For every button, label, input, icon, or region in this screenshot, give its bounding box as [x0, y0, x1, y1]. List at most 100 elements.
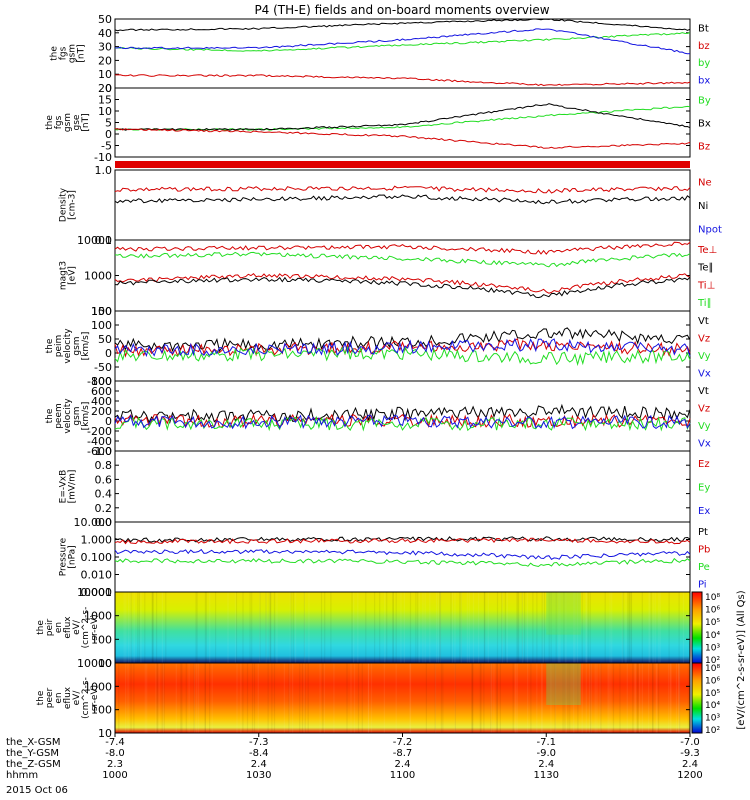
ytick-label: 600: [91, 385, 112, 398]
spectrogram-streak: [271, 663, 273, 733]
spectrogram-streak: [417, 592, 419, 663]
ytick-label: 0: [105, 415, 112, 428]
panel-frame: [114, 380, 691, 452]
quality-flag-bar: [115, 161, 690, 168]
spectrogram-streak: [130, 592, 132, 663]
spectrogram-streak: [242, 592, 244, 663]
ytick-label: -50: [94, 361, 112, 374]
series-pressure-Pt: [114, 536, 691, 543]
axis-row-value: -8.0: [105, 748, 125, 759]
ylabel-line: (cm^2-s-: [81, 607, 91, 649]
spectrogram-streak: [569, 663, 571, 733]
spectrogram-streak: [383, 663, 385, 733]
spectrogram-streak: [152, 592, 154, 663]
series-density-Ne: [114, 185, 691, 194]
spectrogram-streak: [628, 592, 630, 663]
spectrogram-streak: [541, 592, 543, 663]
spectrogram-streak: [540, 663, 543, 733]
panel-temperature: 10000 1000 100 magt3[eV] Te⊥ Te∥ Ti⊥ Ti∥: [59, 234, 718, 318]
spectrogram-streak: [543, 592, 545, 663]
axis-row-value: 1030: [246, 770, 271, 781]
ytick-label: 50: [98, 333, 112, 346]
axis-row-value: -8.4: [249, 748, 269, 759]
ytick-label: 20: [98, 82, 112, 95]
spectrogram-feature: [546, 663, 581, 705]
spectrogram-streak: [586, 592, 588, 663]
panel-peir-eflux: 10000 1000 100 10 thepeirenefluxeV/(cm^2-s-s…: [36, 586, 691, 670]
ylabel-line: eflux: [63, 686, 73, 709]
axis-row-value: 2.4: [395, 759, 411, 770]
panel-peer-eflux: 10000 1000 100 10 thepeerenefluxeV/(cm^2-s-s…: [36, 657, 691, 740]
ylabel-line: [nT]: [81, 113, 91, 131]
colorbar-label: [eV/(cm^2-s-sr-eV)] (All Qs): [736, 590, 747, 729]
legend-peim-velocity-3: Vx: [698, 368, 711, 379]
panel-pressure: 10.0001.0000.1000.0100.001Pressure[nPa]P…: [59, 516, 711, 599]
ytick-label: 0.8: [95, 459, 113, 472]
spectrogram-streak: [434, 663, 437, 733]
spectrogram-streak: [634, 663, 636, 733]
spectrogram-streak: [188, 663, 190, 733]
axis-row-label: the_X-GSM: [6, 737, 60, 748]
spectrogram-streak: [479, 663, 481, 733]
legend-peem-velocity-2: Vy: [698, 421, 711, 432]
ytick-label: 1.0: [95, 164, 113, 177]
spectrogram-streak: [205, 592, 207, 663]
axis-row-label: the_Y-GSM: [6, 748, 59, 759]
ytick-label: 100: [91, 319, 112, 332]
spectrogram-streak: [652, 592, 654, 663]
spectrogram-streak: [130, 663, 132, 733]
spectrogram-streak: [319, 663, 321, 733]
spectrogram-streak: [526, 592, 529, 663]
spectrogram-streak: [627, 592, 629, 663]
spectrogram-streak: [648, 663, 650, 733]
ytick-label: 0.0: [95, 516, 113, 529]
spectrogram-streak: [491, 663, 493, 733]
spectrogram-streak: [361, 663, 363, 733]
spectrogram-streak: [639, 663, 641, 733]
ytick-label: 0.2: [95, 502, 113, 515]
ylabel-line: peir: [45, 618, 55, 636]
ylabel-line: Pressure: [59, 537, 69, 576]
spectrogram-streak: [567, 663, 569, 733]
x-axis-rows: the_X-GSM -7.4 -7.3 -7.2 -7.1 -7.0 the_Y-GSM -8…: [6, 733, 703, 781]
ylabel-line: velocity: [63, 398, 73, 434]
series-fgs-gse-Bx: [114, 103, 691, 131]
spectrogram-streak: [459, 592, 461, 663]
legend-peim-velocity-2: Vy: [698, 351, 711, 362]
ytick-label: 400: [91, 395, 112, 408]
series-fgs-mag-Bt: [114, 18, 691, 32]
ylabel-line: eV/: [72, 619, 82, 635]
spectrogram-streak: [289, 592, 291, 663]
spectrogram-streak: [468, 592, 470, 663]
spectrogram-streak: [185, 663, 187, 733]
spectrogram-streak: [424, 592, 426, 663]
date-label: 2015 Oct 06: [6, 785, 68, 796]
spectrogram-streak: [125, 663, 127, 733]
spectrogram-streak: [496, 663, 498, 733]
series-temperature-Te⊥: [114, 273, 691, 294]
spectrogram-streak: [562, 663, 564, 733]
spectrogram-streak: [558, 592, 560, 663]
colorbars: 10⁸10⁶10⁵10⁴10³10²10⁸10⁶10⁵10⁴10³10²[eV/…: [691, 590, 747, 736]
ytick-label: -100: [87, 375, 112, 388]
colorbar-tick: 10⁵: [705, 689, 720, 699]
spectrogram-streak: [322, 663, 324, 733]
legend-efield-2: Ex: [698, 506, 710, 517]
ytick-label: 10000: [77, 586, 112, 599]
spectrogram-streak: [565, 592, 567, 663]
ytick-label: 0: [105, 128, 112, 141]
ylabel: thepeirenefluxeV/(cm^2-s-sr-eV): [36, 607, 100, 649]
spectrogram-streak: [607, 663, 609, 733]
ylabel: Density[cm-3]: [59, 187, 78, 222]
spectrogram-streak: [357, 663, 360, 733]
ylabel: thepeerenefluxeV/(cm^2-s-sr-eV): [36, 677, 100, 719]
spectrogram-streak: [196, 592, 198, 663]
spectrogram-streak: [471, 663, 473, 733]
ylabel-line: [mV/m]: [68, 470, 78, 504]
spectrogram-streak: [395, 592, 397, 663]
ylabel-line: peer: [45, 687, 55, 708]
spectrogram-streak: [541, 663, 543, 733]
spectrogram-streak: [133, 592, 135, 663]
legend-fgs-gse-2: Bz: [698, 142, 710, 153]
